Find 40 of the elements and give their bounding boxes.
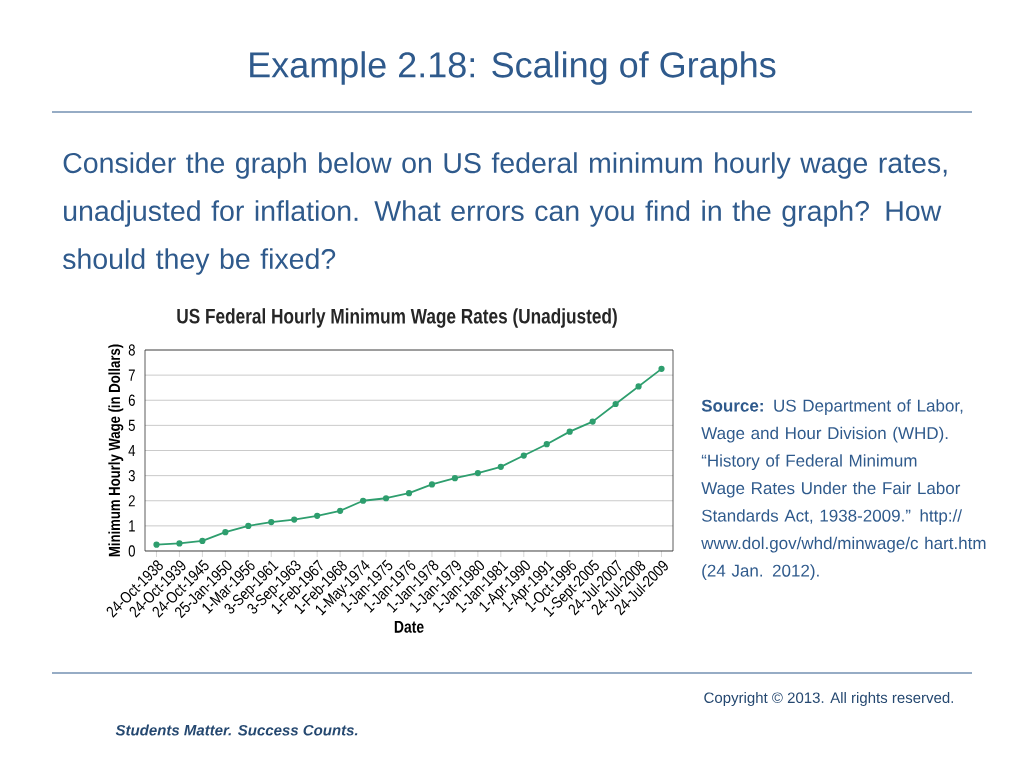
y-tick-label: 5 — [128, 419, 135, 431]
chart-subtitle: Consider the graph below on US federal minimum hourly wage rates, unadjusted for inflation. What errors can you find in the graph? How should they be fixed? — [63, 152, 947, 275]
chart-title: Example 2.18: Scaling of Graphs — [250, 51, 776, 85]
point — [337, 507, 344, 514]
y-tick-label: 7 — [128, 369, 135, 381]
y-tick-label: 3 — [128, 469, 135, 482]
point — [222, 529, 229, 536]
point — [543, 441, 550, 448]
y-tick-label: 2 — [128, 495, 135, 507]
point — [474, 470, 481, 477]
point — [268, 519, 275, 526]
text: Students Matter. Success Counts. — [115, 724, 358, 736]
point — [497, 463, 504, 470]
point — [245, 522, 252, 529]
point — [153, 541, 160, 548]
y-tick-label: 1 — [129, 520, 135, 532]
text: Copyright © 2013. All rights reserved. — [704, 692, 954, 706]
text: US Federal Hourly Minimum Wage Rates (Unadjusted) — [177, 308, 617, 328]
y-tick-label: 4 — [128, 445, 136, 457]
y-axis-title: Minimum Hourly Wage (in Dollars) — [108, 344, 124, 557]
y-tick-label: 8 — [128, 344, 135, 356]
point — [359, 497, 367, 504]
point — [566, 428, 573, 435]
point — [612, 400, 619, 408]
y-tick-label: 6 — [128, 394, 135, 406]
point — [589, 418, 596, 425]
x-axis-title: Date — [394, 620, 424, 633]
point — [176, 540, 183, 547]
point — [314, 512, 321, 519]
point — [291, 516, 298, 523]
point — [405, 490, 413, 497]
point — [382, 495, 390, 502]
point — [451, 475, 459, 482]
point — [658, 365, 665, 372]
point — [520, 452, 527, 459]
point — [199, 537, 206, 545]
point — [635, 383, 642, 390]
point — [428, 481, 436, 488]
y-tick-label: 0 — [128, 545, 135, 557]
text: Source: US Department of Labor, Wage and Hour Division (WHD). “History of Federal Minimum Wage Rates Under the Fair Labor Standards Act, 1938-2009.” http:// www.dol.gov/whd/minwage/c hart.htm (24 Jan. 2012). — [701, 399, 986, 581]
